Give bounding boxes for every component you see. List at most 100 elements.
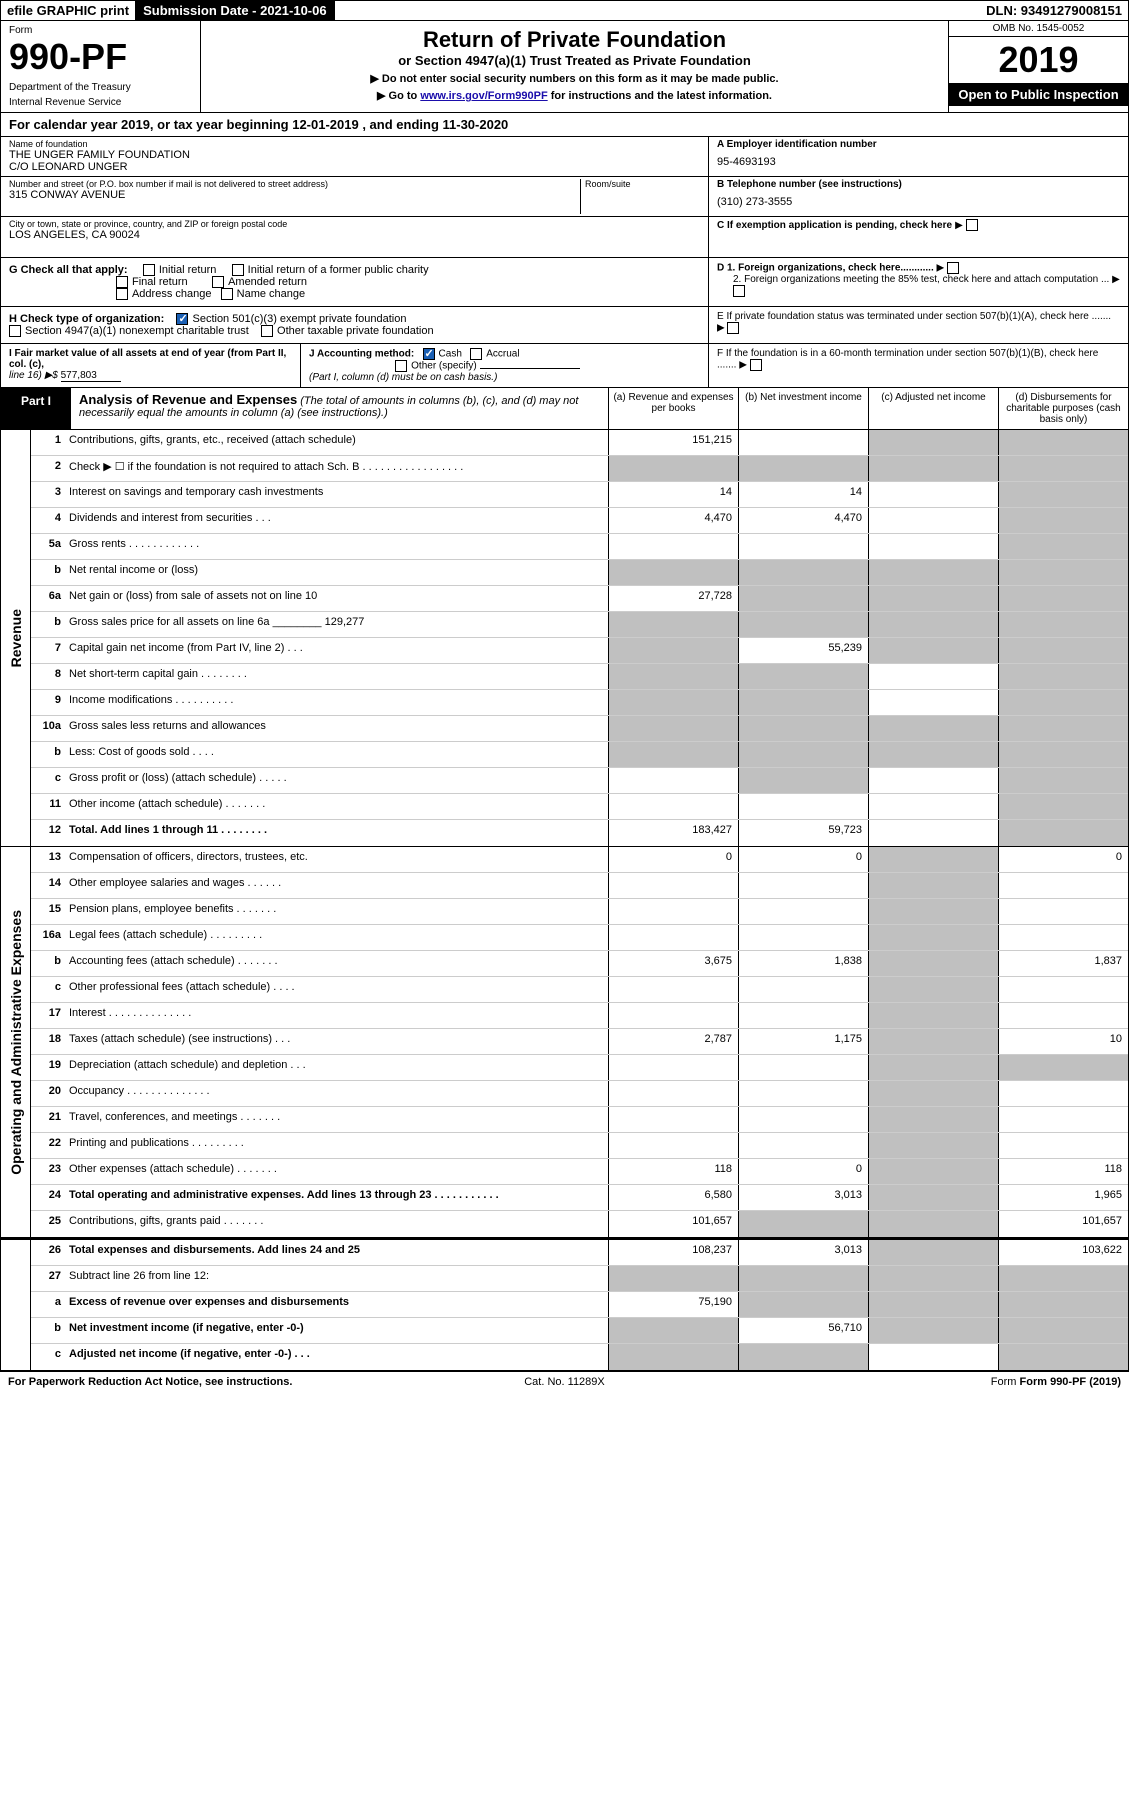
opex-text: Operating and Administrative Expenses — [8, 910, 24, 1175]
col-c: (c) Adjusted net income — [868, 388, 998, 429]
table-row: 15Pension plans, employee benefits . . .… — [31, 899, 1128, 925]
g-final-cb[interactable] — [116, 276, 128, 288]
cell-a: 183,427 — [608, 820, 738, 846]
cell-dd — [998, 873, 1128, 898]
g-name-cb[interactable] — [221, 288, 233, 300]
bottom-spacer — [1, 1240, 31, 1370]
g-name: Name change — [237, 288, 306, 300]
cell-c — [868, 1003, 998, 1028]
table-row: 20Occupancy . . . . . . . . . . . . . . — [31, 1081, 1128, 1107]
cell-a — [608, 1081, 738, 1106]
cell-b — [738, 1133, 868, 1158]
cell-dd — [998, 768, 1128, 793]
h-4947-cb[interactable] — [9, 325, 21, 337]
cell-dd — [998, 742, 1128, 767]
table-row: 21Travel, conferences, and meetings . . … — [31, 1107, 1128, 1133]
col-a: (a) Revenue and expenses per books — [608, 388, 738, 429]
c-checkbox[interactable] — [966, 219, 978, 231]
g-initial-cb[interactable] — [143, 264, 155, 276]
line-num: 22 — [31, 1133, 65, 1158]
cell-dd: 101,657 — [998, 1211, 1128, 1237]
footer-left: For Paperwork Reduction Act Notice, see … — [8, 1376, 379, 1388]
cell-a — [608, 742, 738, 767]
cell-dd — [998, 1292, 1128, 1317]
d1-cb[interactable] — [947, 262, 959, 274]
cell-c — [868, 1185, 998, 1210]
g-amended-cb[interactable] — [212, 276, 224, 288]
cell-dd — [998, 977, 1128, 1002]
part1-title-text: Analysis of Revenue and Expenses — [79, 392, 297, 407]
line-num: 4 — [31, 508, 65, 533]
cell-b: 3,013 — [738, 1185, 868, 1210]
city: LOS ANGELES, CA 90024 — [9, 229, 700, 241]
line-num: 17 — [31, 1003, 65, 1028]
line-desc: Pension plans, employee benefits . . . .… — [65, 899, 608, 924]
header-center: Return of Private Foundation or Section … — [201, 21, 948, 112]
cell-dd — [998, 508, 1128, 533]
form-label: Form — [9, 25, 192, 36]
g-address-cb[interactable] — [116, 288, 128, 300]
cell-c — [868, 456, 998, 481]
col-d: (d) Disbursements for charitable purpose… — [998, 388, 1128, 429]
top-bar: efile GRAPHIC print Submission Date - 20… — [0, 0, 1129, 21]
line-num: b — [31, 560, 65, 585]
cell-c — [868, 1159, 998, 1184]
calendar-year: For calendar year 2019, or tax year begi… — [0, 113, 1129, 137]
line-desc: Legal fees (attach schedule) . . . . . .… — [65, 925, 608, 950]
line-desc: Taxes (attach schedule) (see instruction… — [65, 1029, 608, 1054]
table-row: 26Total expenses and disbursements. Add … — [31, 1240, 1128, 1266]
line-num: 27 — [31, 1266, 65, 1291]
j-accrual-cb[interactable] — [470, 348, 482, 360]
g-initial-former-cb[interactable] — [232, 264, 244, 276]
j-cash-cb[interactable] — [423, 348, 435, 360]
h-other-cb[interactable] — [261, 325, 273, 337]
opex-rows: 13Compensation of officers, directors, t… — [31, 847, 1128, 1237]
cell-b: 0 — [738, 847, 868, 872]
cell-b — [738, 977, 868, 1002]
note2-post: for instructions and the latest informat… — [548, 90, 772, 102]
g-final: Final return — [132, 276, 188, 288]
ein: 95-4693193 — [717, 156, 1120, 168]
cell-b — [738, 925, 868, 950]
info-grid: Name of foundation THE UNGER FAMILY FOUN… — [0, 137, 1129, 258]
table-row: aExcess of revenue over expenses and dis… — [31, 1292, 1128, 1318]
cell-a — [608, 977, 738, 1002]
line-desc: Contributions, gifts, grants paid . . . … — [65, 1211, 608, 1237]
bottom-rows: 26Total expenses and disbursements. Add … — [31, 1240, 1128, 1370]
j-other-cb[interactable] — [395, 360, 407, 372]
note2-link[interactable]: www.irs.gov/Form990PF — [420, 90, 547, 102]
cell-b — [738, 1266, 868, 1291]
table-row: cAdjusted net income (if negative, enter… — [31, 1344, 1128, 1370]
cell-b — [738, 1055, 868, 1080]
cell-c — [868, 951, 998, 976]
cell-b: 14 — [738, 482, 868, 507]
dln: DLN: 93491279008151 — [980, 1, 1128, 20]
cell-dd — [998, 1003, 1128, 1028]
cell-dd — [998, 612, 1128, 637]
cell-a: 101,657 — [608, 1211, 738, 1237]
line-num: 1 — [31, 430, 65, 455]
note2: ▶ Go to www.irs.gov/Form990PF for instru… — [207, 89, 942, 102]
cell-c — [868, 664, 998, 689]
cell-c — [868, 612, 998, 637]
cell-a — [608, 873, 738, 898]
line-desc: Occupancy . . . . . . . . . . . . . . — [65, 1081, 608, 1106]
line-desc: Total expenses and disbursements. Add li… — [65, 1240, 608, 1265]
j-label: J Accounting method: — [309, 349, 414, 360]
cell-c — [868, 768, 998, 793]
cell-a — [608, 1266, 738, 1291]
d2-cb[interactable] — [733, 285, 745, 297]
cell-dd — [998, 430, 1128, 455]
h-501c3-cb[interactable] — [176, 313, 188, 325]
table-row: 23Other expenses (attach schedule) . . .… — [31, 1159, 1128, 1185]
table-row: 9Income modifications . . . . . . . . . … — [31, 690, 1128, 716]
table-row: bLess: Cost of goods sold . . . . — [31, 742, 1128, 768]
line-desc: Other income (attach schedule) . . . . .… — [65, 794, 608, 819]
name1: THE UNGER FAMILY FOUNDATION — [9, 149, 700, 161]
e-cb[interactable] — [727, 322, 739, 334]
footer-right-text: Form 990-PF (2019) — [1020, 1376, 1121, 1388]
cell-b: 56,710 — [738, 1318, 868, 1343]
f-cb[interactable] — [750, 359, 762, 371]
cell-b — [738, 456, 868, 481]
phone: (310) 273-3555 — [717, 196, 1120, 208]
